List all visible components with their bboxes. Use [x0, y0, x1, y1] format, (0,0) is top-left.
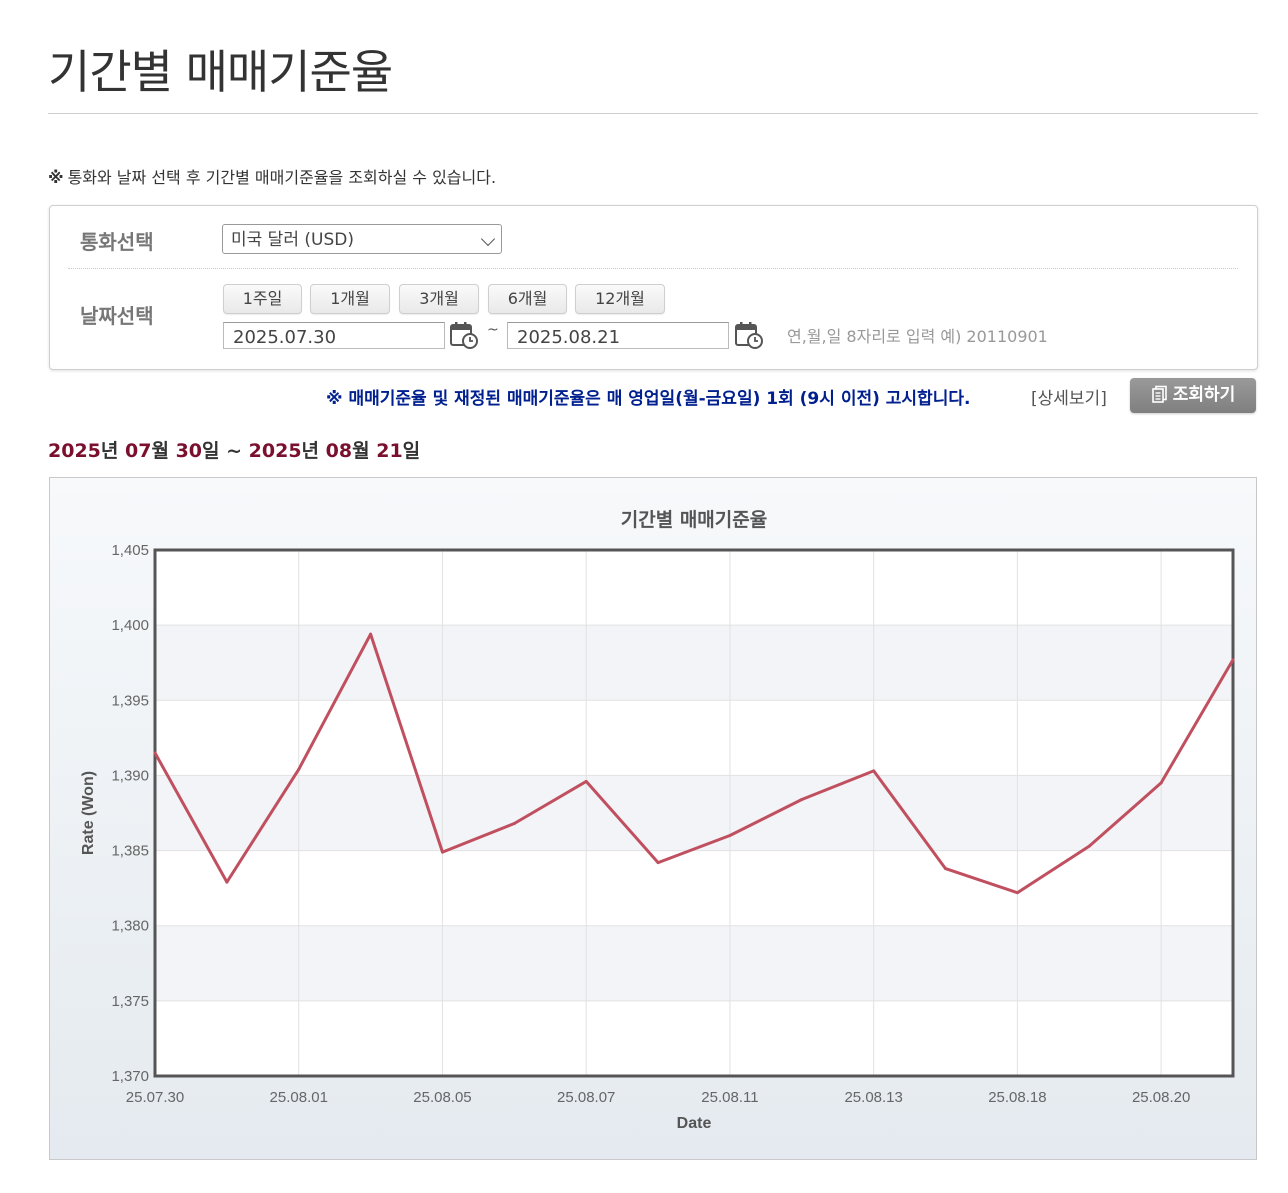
x-tick-label: 25.08.11 [701, 1089, 758, 1106]
range-end-day: 21 [376, 440, 403, 462]
data-point [297, 767, 301, 771]
detail-link[interactable]: [상세보기] [1031, 389, 1107, 409]
range-unit: 년 [100, 440, 125, 462]
y-tick-label: 1,370 [111, 1068, 149, 1085]
data-point [872, 769, 876, 773]
chart-container: 1,370 1,375 1,380 1,385 1,390 1,395 1,400 1,405… [49, 477, 1257, 1160]
range-end-month: 08 [325, 440, 353, 462]
range-start-year: 2025 [48, 440, 101, 462]
data-point [1159, 781, 1163, 785]
date-range-heading: 2025년 07월 30일 ~ 2025년 08월 21일 [48, 436, 420, 463]
period-button-6month[interactable]: 6개월 [488, 284, 567, 314]
plot-band [155, 625, 1233, 701]
data-point [584, 779, 588, 783]
y-tick-label: 1,405 [111, 542, 149, 559]
notice-text: 통화와 날짜 선택 후 기간별 매매기준율을 조회하실 수 있습니다. [67, 168, 497, 187]
end-date-input[interactable]: 2025.08.21 [507, 322, 729, 349]
range-unit: 년 [301, 440, 326, 462]
announcement: ※ 매매기준율 및 재정된 매매기준율은 매 영업일(월-금요일) 1회 (9시… [326, 389, 971, 409]
calendar-icon[interactable] [449, 320, 479, 350]
period-button-1month[interactable]: 1개월 [310, 284, 390, 314]
document-icon [1151, 385, 1167, 403]
date-label: 날짜선택 [80, 304, 154, 328]
data-point [1231, 658, 1235, 662]
x-tick-label: 25.08.01 [270, 1089, 328, 1106]
x-tick-label: 25.08.13 [844, 1089, 902, 1106]
start-date-input[interactable]: 2025.07.30 [223, 322, 445, 349]
chevron-down-icon [480, 231, 496, 247]
x-tick-label: 25.08.18 [988, 1089, 1046, 1106]
calendar-icon[interactable] [734, 320, 764, 350]
y-tick-label: 1,380 [111, 918, 149, 935]
page-title: 기간별 매매기준율 [48, 45, 393, 99]
x-tick-label: 25.08.20 [1132, 1089, 1190, 1106]
row-divider [68, 268, 1238, 269]
y-tick-label: 1,390 [111, 767, 149, 784]
notice: ※ 통화와 날짜 선택 후 기간별 매매기준율을 조회하실 수 있습니다. [48, 164, 496, 188]
currency-select-value: 미국 달러 (USD) [231, 230, 354, 250]
data-point [225, 880, 229, 884]
title-divider [48, 113, 1258, 114]
currency-select[interactable]: 미국 달러 (USD) [222, 224, 502, 254]
y-tick-label: 1,395 [111, 692, 149, 709]
data-point [1015, 891, 1019, 895]
data-point [440, 850, 444, 854]
query-button[interactable]: 조회하기 [1130, 378, 1256, 413]
y-axis-title: Rate (Won) [80, 771, 97, 855]
currency-label: 통화선택 [80, 230, 154, 254]
range-unit: 월 [352, 440, 377, 462]
y-tick-label: 1,375 [111, 993, 149, 1010]
date-format-hint: 연,월,일 8자리로 입력 예) 20110901 [787, 327, 1048, 346]
range-unit: 월 [151, 440, 176, 462]
y-tick-label: 1,385 [111, 843, 149, 860]
plot-band [155, 925, 1233, 1001]
data-point [369, 632, 373, 636]
y-tick-label: 1,400 [111, 617, 149, 634]
plot-border [153, 548, 1235, 1078]
data-point [800, 797, 804, 801]
date-range-tilde: ~ [487, 322, 499, 338]
rate-series-line [153, 632, 1235, 895]
data-point [512, 822, 516, 826]
data-point [728, 834, 732, 838]
range-unit: 일 ~ [202, 440, 249, 462]
x-tick-label: 25.07.30 [126, 1089, 184, 1106]
notice-mark: ※ [48, 168, 64, 187]
rate-line-chart: 1,370 1,375 1,380 1,385 1,390 1,395 1,400 1,405… [80, 509, 1235, 1132]
query-button-label: 조회하기 [1172, 385, 1236, 405]
x-axis-title: Date [677, 1115, 712, 1132]
range-start-month: 07 [125, 440, 152, 462]
range-start-day: 30 [175, 440, 203, 462]
range-unit: 일 [402, 440, 421, 462]
data-point [153, 751, 157, 755]
x-tick-label: 25.08.05 [413, 1089, 471, 1106]
x-tick-label: 25.08.07 [557, 1089, 615, 1106]
search-form: 통화선택 미국 달러 (USD) 날짜선택 1주일 1개월 3개월 6개월 12… [49, 205, 1258, 370]
period-button-3month[interactable]: 3개월 [399, 284, 479, 314]
chart-title: 기간별 매매기준율 [621, 509, 767, 531]
data-point [656, 861, 660, 865]
data-point [944, 867, 948, 871]
period-button-1week[interactable]: 1주일 [223, 284, 302, 314]
range-end-year: 2025 [248, 440, 302, 462]
period-button-12month[interactable]: 12개월 [575, 284, 665, 314]
data-point [1087, 844, 1091, 848]
plot-band [155, 775, 1233, 851]
